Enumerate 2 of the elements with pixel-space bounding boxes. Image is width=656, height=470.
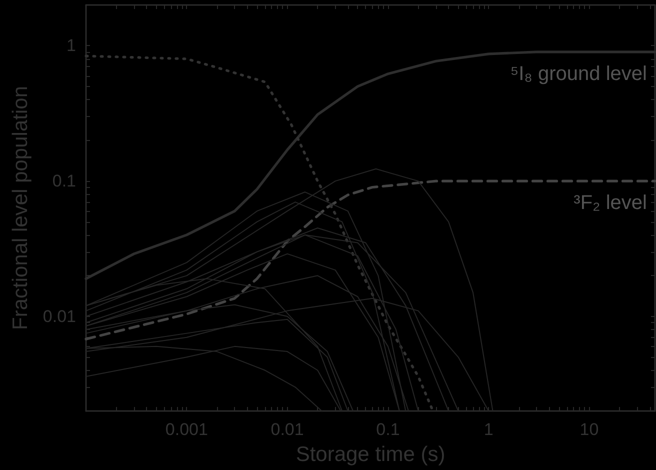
annotation: ³F₂ level [574,192,647,214]
annotation: ⁵I₈ ground level [510,62,647,85]
